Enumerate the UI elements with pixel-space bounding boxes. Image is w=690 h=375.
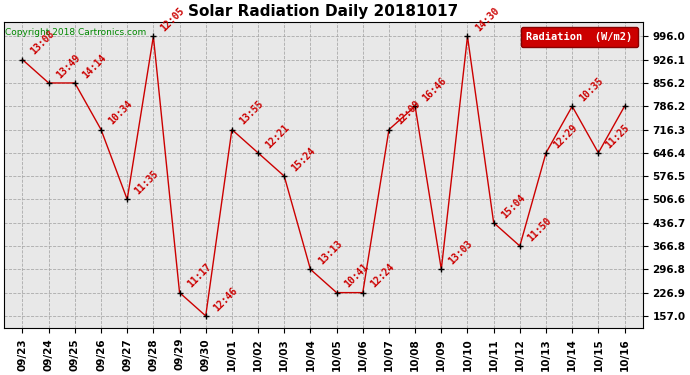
Text: 13:49: 13:49 (55, 53, 82, 80)
Text: 12:09: 12:09 (395, 99, 422, 127)
Text: 10:41: 10:41 (342, 262, 370, 290)
Text: Copyright 2018 Cartronics.com: Copyright 2018 Cartronics.com (6, 28, 147, 37)
Text: 13:03: 13:03 (447, 239, 475, 267)
Title: Solar Radiation Daily 20181017: Solar Radiation Daily 20181017 (188, 4, 459, 19)
Text: 11:35: 11:35 (132, 169, 161, 196)
Text: 15:24: 15:24 (290, 146, 317, 173)
Text: 11:25: 11:25 (604, 122, 632, 150)
Text: 15:04: 15:04 (499, 192, 527, 220)
Text: 12:24: 12:24 (368, 262, 396, 290)
Legend: Radiation  (W/m2): Radiation (W/m2) (521, 27, 638, 47)
Text: 10:34: 10:34 (106, 99, 135, 127)
Text: 11:17: 11:17 (185, 262, 213, 290)
Text: 12:21: 12:21 (264, 122, 291, 150)
Text: 12:46: 12:46 (211, 285, 239, 313)
Text: 14:14: 14:14 (81, 53, 108, 80)
Text: 16:46: 16:46 (421, 76, 448, 104)
Text: 14:30: 14:30 (473, 6, 501, 34)
Text: 12:29: 12:29 (551, 122, 580, 150)
Text: 12:05: 12:05 (159, 6, 187, 34)
Text: 11:50: 11:50 (525, 215, 553, 243)
Text: 13:13: 13:13 (316, 239, 344, 267)
Text: 13:55: 13:55 (237, 99, 265, 127)
Text: 10:35: 10:35 (578, 76, 606, 104)
Text: 13:08: 13:08 (28, 29, 56, 57)
